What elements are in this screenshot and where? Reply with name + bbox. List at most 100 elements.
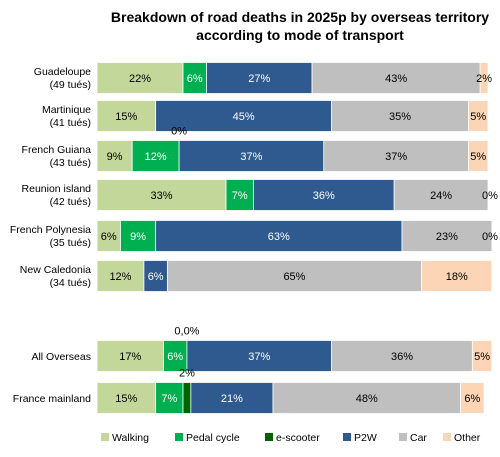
data-label: 17%	[119, 351, 141, 363]
legend-item: Car	[410, 432, 427, 444]
bar-segment-p2w	[190, 382, 274, 414]
bar-segment-walking	[96, 382, 157, 414]
data-label: 22%	[129, 73, 151, 85]
legend-item: Walking	[112, 432, 149, 444]
category-label: Martinique	[42, 104, 91, 116]
bar-segment-car	[401, 220, 493, 252]
data-label: 21%	[221, 393, 243, 405]
data-label: 36%	[391, 351, 413, 363]
bar-segment-walking	[96, 260, 145, 292]
data-label: 33%	[150, 190, 172, 202]
legend-swatch	[443, 433, 451, 441]
data-label: 0%	[482, 190, 498, 202]
data-label: 9%	[130, 231, 146, 243]
category-label: Guadeloupe	[34, 66, 91, 78]
chart-title-line2: according to mode of transport	[196, 27, 404, 43]
data-label: 7%	[161, 393, 177, 405]
data-labels: 22% 6% 27% 43% 2% 15% 45% 35% 5% 9% 12% 0% 37% 37% 5% 3…	[101, 73, 498, 405]
data-label: 23%	[436, 231, 458, 243]
bar-segment-other	[468, 100, 489, 132]
data-label: 6%	[148, 271, 164, 283]
data-label: 15%	[115, 111, 137, 123]
data-label: 35%	[389, 111, 411, 123]
legend-swatch	[265, 433, 273, 441]
data-label: 7%	[232, 190, 248, 202]
bar-segment-other	[479, 62, 489, 94]
data-label: 15%	[115, 393, 137, 405]
category-sublabel: (43 tués)	[50, 157, 91, 169]
data-label: 37%	[240, 151, 262, 163]
bar-segment-walking	[96, 140, 133, 172]
legend-swatch	[175, 433, 183, 441]
chart-title-line1: Breakdown of road deaths in 2025p by ove…	[111, 9, 489, 25]
bar-segment-p2w	[206, 62, 313, 94]
bar-segment-walking	[96, 340, 164, 372]
bar-segment-car	[311, 62, 481, 94]
data-label: 65%	[283, 271, 305, 283]
bar-segment-car	[272, 382, 462, 414]
category-label: France mainland	[13, 393, 91, 405]
legend-item: e-scooter	[276, 432, 320, 444]
data-label: 5%	[470, 111, 486, 123]
data-label: 6%	[187, 73, 203, 85]
category-label: Reunion island	[22, 183, 92, 195]
legend-item: Other	[454, 432, 481, 444]
bar-segment-walking	[96, 100, 157, 132]
bar-segment-car	[393, 179, 489, 211]
data-label: 12%	[145, 151, 167, 163]
category-labels: Guadeloupe(49 tués) Martinique(41 tués) Fr…	[10, 66, 91, 405]
data-label: 6%	[167, 351, 183, 363]
data-label: 9%	[107, 151, 123, 163]
data-label: 43%	[385, 73, 407, 85]
bar-segment-p2w	[186, 340, 332, 372]
data-label: 2%	[476, 73, 492, 85]
bar-segment-other	[468, 140, 489, 172]
data-label: 27%	[248, 73, 270, 85]
category-sublabel: (34 tués)	[50, 277, 91, 289]
bar-segment-other	[421, 260, 493, 292]
bar-segment-car	[331, 340, 473, 372]
bar-segment-pedal-cycle	[155, 382, 184, 414]
legend-item: P2W	[354, 432, 377, 444]
category-sublabel: (41 tués)	[50, 117, 91, 129]
data-label: 37%	[385, 151, 407, 163]
bar-segment-p2w	[155, 220, 403, 252]
category-sublabel: (35 tués)	[50, 237, 91, 249]
data-label: 5%	[474, 351, 490, 363]
bar-segment-e-scooter	[182, 382, 192, 414]
data-label: 18%	[446, 271, 468, 283]
data-label: 12%	[109, 271, 131, 283]
legend-swatch	[101, 433, 109, 441]
data-label: 24%	[430, 190, 452, 202]
bar-segment-pedal-cycle	[131, 140, 180, 172]
bar-segment-p2w	[252, 179, 395, 211]
legend-swatch	[343, 433, 351, 441]
bar-area	[96, 62, 493, 414]
bar-segment-pedal-cycle	[225, 179, 254, 211]
data-label: 45%	[233, 111, 255, 123]
bar-segment-other	[471, 340, 493, 372]
bar-segment-car	[331, 100, 469, 132]
data-label: 6%	[464, 393, 480, 405]
bar-segment-walking	[96, 62, 184, 94]
data-label: 2%	[179, 368, 195, 380]
data-label: 0%	[482, 231, 498, 243]
category-label: New Caledonia	[20, 264, 91, 276]
data-label: 0%	[171, 126, 187, 138]
data-label: 6%	[101, 231, 117, 243]
data-label: 5%	[470, 151, 486, 163]
bar-segment-car	[323, 140, 469, 172]
data-label: 63%	[268, 231, 290, 243]
legend-item: Pedal cycle	[186, 432, 240, 444]
data-label: 48%	[356, 393, 378, 405]
category-sublabel: (42 tués)	[50, 196, 91, 208]
legend-swatch	[399, 433, 407, 441]
bar-segment-p2w	[155, 100, 332, 132]
legend: Walking Pedal cycle e-scooter P2W Car Other	[101, 432, 481, 444]
bar-segment-walking	[96, 179, 227, 211]
category-sublabel: (49 tués)	[50, 79, 91, 91]
bar-segment-pedal-cycle	[120, 220, 157, 252]
category-label: All Overseas	[31, 351, 91, 363]
data-label: 36%	[313, 190, 335, 202]
